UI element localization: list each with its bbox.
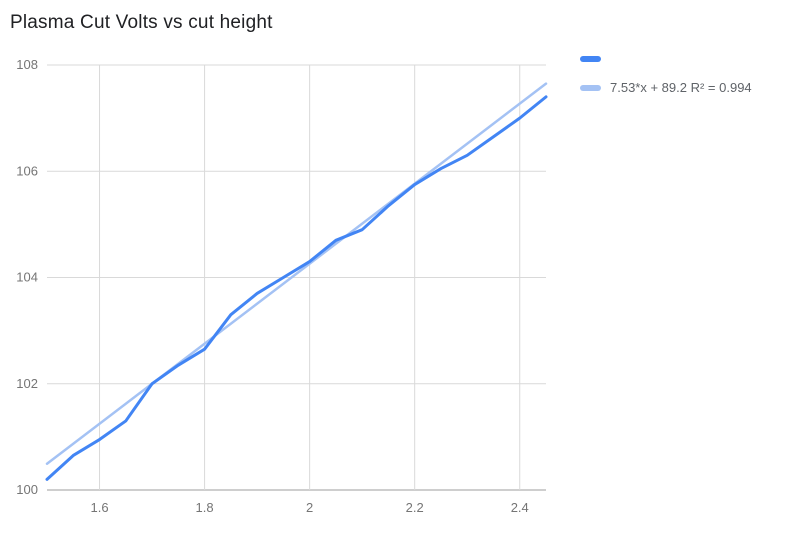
x-tick-label: 2.4 [511, 500, 529, 515]
legend-item-trendline: 7.53*x + 89.2 R² = 0.994 [580, 80, 752, 95]
x-tick-label: 2.2 [406, 500, 424, 515]
legend-item-series [580, 56, 752, 62]
y-tick-label: 100 [16, 482, 38, 497]
x-tick-label: 1.6 [90, 500, 108, 515]
legend-trendline-label: 7.53*x + 89.2 R² = 0.994 [610, 80, 752, 95]
trendline-swatch [580, 84, 601, 91]
chart-title: Plasma Cut Volts vs cut height [10, 12, 273, 33]
x-tick-label: 1.8 [196, 500, 214, 515]
y-tick-label: 108 [16, 57, 38, 72]
y-tick-label: 102 [16, 376, 38, 391]
y-tick-label: 106 [16, 163, 38, 178]
series-swatch [580, 56, 601, 62]
x-tick-label: 2 [306, 500, 313, 515]
chart-legend: 7.53*x + 89.2 R² = 0.994 [580, 56, 752, 95]
y-tick-label: 104 [16, 270, 38, 285]
